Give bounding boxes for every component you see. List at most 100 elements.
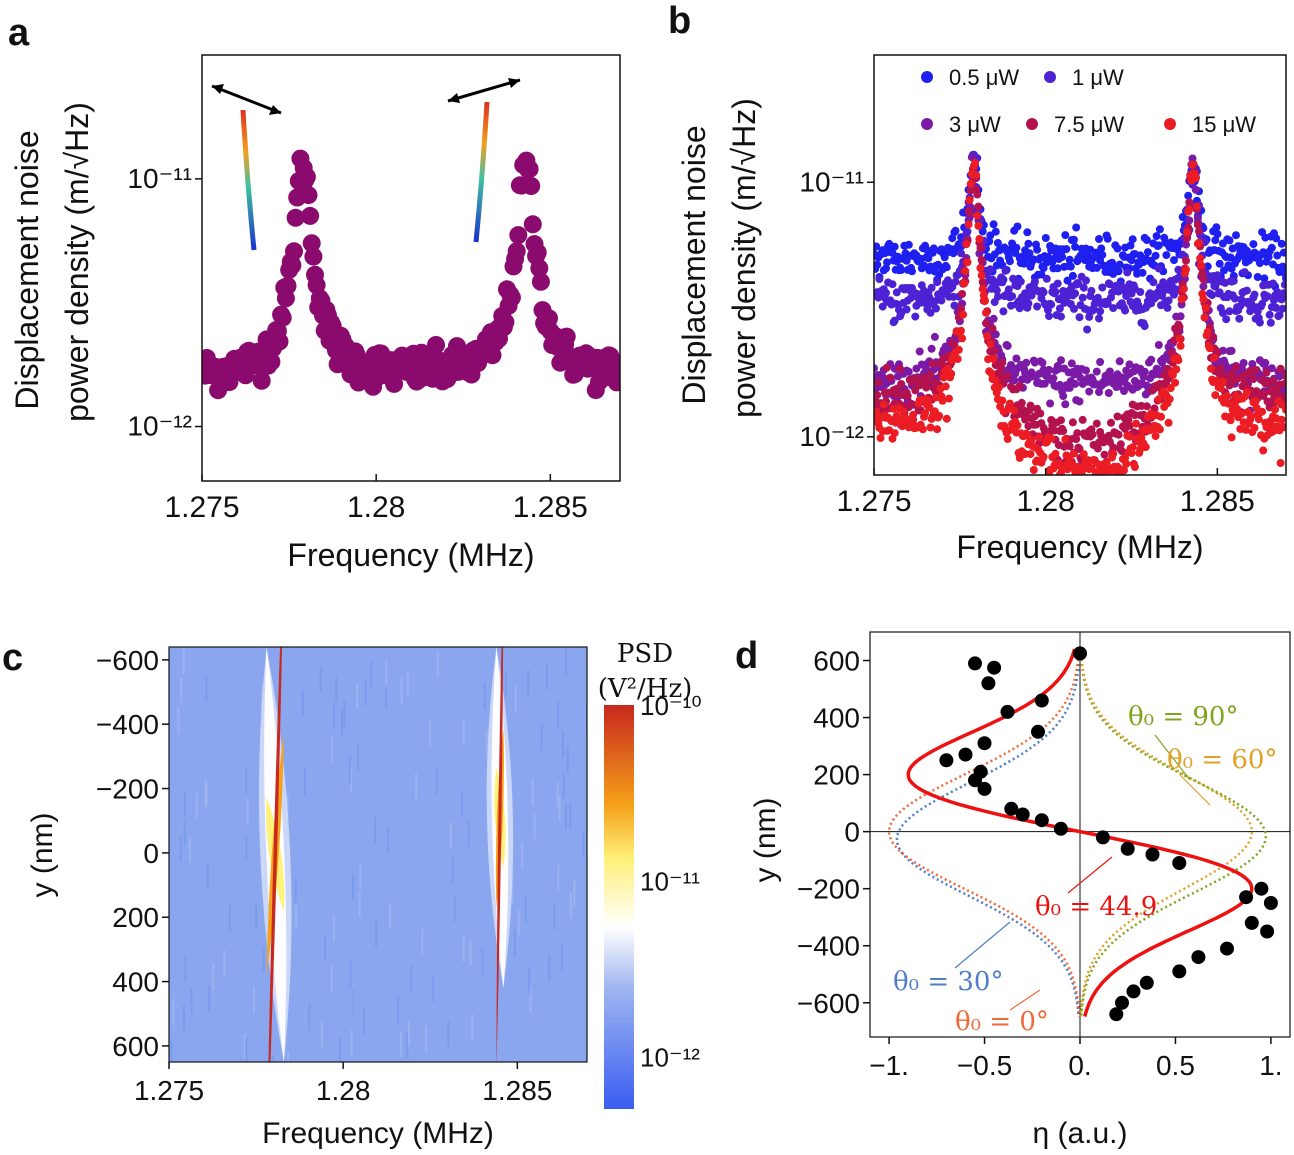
noise-streak xyxy=(545,664,548,690)
data-point xyxy=(1184,191,1193,200)
data-point xyxy=(1152,232,1161,241)
data-point xyxy=(1057,312,1065,321)
data-point xyxy=(973,190,982,199)
data-point xyxy=(1151,432,1160,441)
theta-curve-0 xyxy=(887,648,1081,1017)
data-point xyxy=(1199,295,1208,304)
data-point xyxy=(1042,274,1051,283)
data-point xyxy=(964,220,973,229)
noise-streak xyxy=(356,683,359,709)
data-point xyxy=(908,267,916,276)
data-point xyxy=(1149,278,1158,287)
data-point xyxy=(999,307,1008,316)
data-point xyxy=(1183,228,1192,237)
data-point xyxy=(1164,296,1173,305)
noise-streak xyxy=(481,949,484,975)
noise-streak xyxy=(461,791,464,818)
data-point xyxy=(1074,481,1082,489)
data-point xyxy=(1280,379,1286,388)
noise-streak xyxy=(527,669,530,696)
data-point xyxy=(1267,243,1276,252)
noise-streak xyxy=(397,996,400,1023)
data-point xyxy=(951,226,960,235)
noise-streak xyxy=(359,863,362,890)
data-point xyxy=(883,258,891,267)
noise-streak xyxy=(514,685,517,712)
legend-marker xyxy=(921,71,933,83)
data-point xyxy=(1232,363,1240,372)
panel-a-ylabel-line1: Displacement noise xyxy=(9,130,45,409)
noise-streak xyxy=(436,651,439,678)
noise-streak xyxy=(582,831,585,858)
x-tick-label: 1.28 xyxy=(316,1075,371,1106)
data-point xyxy=(1132,419,1140,428)
data-point xyxy=(427,336,445,354)
noise-streak xyxy=(205,675,208,702)
data-point xyxy=(1174,356,1183,365)
theta-curve-90 xyxy=(1079,649,1268,1017)
data-point xyxy=(1172,964,1187,979)
data-point xyxy=(920,261,928,270)
data-point xyxy=(965,208,974,217)
data-point xyxy=(1109,1007,1124,1022)
noise-streak xyxy=(428,720,431,747)
legend-label: 0.5 μW xyxy=(949,65,1019,90)
data-point xyxy=(878,373,887,381)
data-point xyxy=(1113,412,1122,421)
data-point xyxy=(1199,282,1208,291)
noise-streak xyxy=(287,1051,290,1062)
data-point xyxy=(1182,265,1190,274)
data-point xyxy=(968,656,982,671)
panel-b-axes: 1.275 1.28 1.285 10⁻¹¹ 10⁻¹² xyxy=(799,166,1254,518)
panel-d-xlabel: η (a.u.) xyxy=(1032,1117,1127,1150)
data-point xyxy=(496,313,515,332)
data-point xyxy=(1273,390,1282,399)
data-point xyxy=(1282,290,1286,299)
data-point xyxy=(1266,318,1275,327)
data-point xyxy=(540,309,558,328)
noise-streak xyxy=(521,842,524,869)
data-point xyxy=(1057,416,1065,425)
noise-streak xyxy=(195,792,198,819)
panel-d: d −1. −0.5 0. 0.5 1. 600 400 200 0 −200 −400 −600 θ… xyxy=(735,631,1291,1150)
data-point xyxy=(1208,291,1217,300)
data-point xyxy=(1241,425,1250,434)
curve-label: θ₀ = 0° xyxy=(955,1007,1049,1037)
data-point xyxy=(1211,391,1220,400)
y-tick-label: −600 xyxy=(797,988,860,1019)
data-point xyxy=(882,288,890,297)
panel-label-c: c xyxy=(2,637,23,679)
noise-streak xyxy=(562,731,564,758)
data-point xyxy=(262,352,281,371)
data-point xyxy=(1277,415,1286,424)
data-point xyxy=(448,337,466,356)
data-point xyxy=(1035,433,1044,442)
data-point xyxy=(960,279,969,288)
noise-streak xyxy=(184,955,187,982)
data-point xyxy=(1227,369,1236,378)
noise-streak xyxy=(558,795,561,822)
data-point xyxy=(1199,275,1208,284)
data-point xyxy=(1078,415,1087,424)
data-point xyxy=(990,346,999,355)
noise-streak xyxy=(548,955,551,982)
noise-streak xyxy=(415,773,418,800)
data-point xyxy=(927,344,936,353)
data-point xyxy=(1023,228,1032,237)
panel-c: c 1.275 1.28 1.285 −600 −400 −200 0 200 400 600 F… xyxy=(2,637,702,1150)
data-point xyxy=(1092,419,1101,428)
data-point xyxy=(1255,318,1264,327)
data-point xyxy=(932,304,940,313)
data-point xyxy=(924,254,933,263)
panel-b-frame xyxy=(873,54,1287,476)
noise-streak xyxy=(180,677,183,704)
curve-label-leader xyxy=(1179,774,1211,806)
panel-label-d: d xyxy=(735,635,758,677)
noise-streak xyxy=(504,670,507,697)
noise-streak xyxy=(182,648,185,675)
data-point xyxy=(1003,341,1012,350)
noise-streak xyxy=(188,836,191,863)
data-point xyxy=(926,423,935,432)
noise-streak xyxy=(208,985,211,1012)
